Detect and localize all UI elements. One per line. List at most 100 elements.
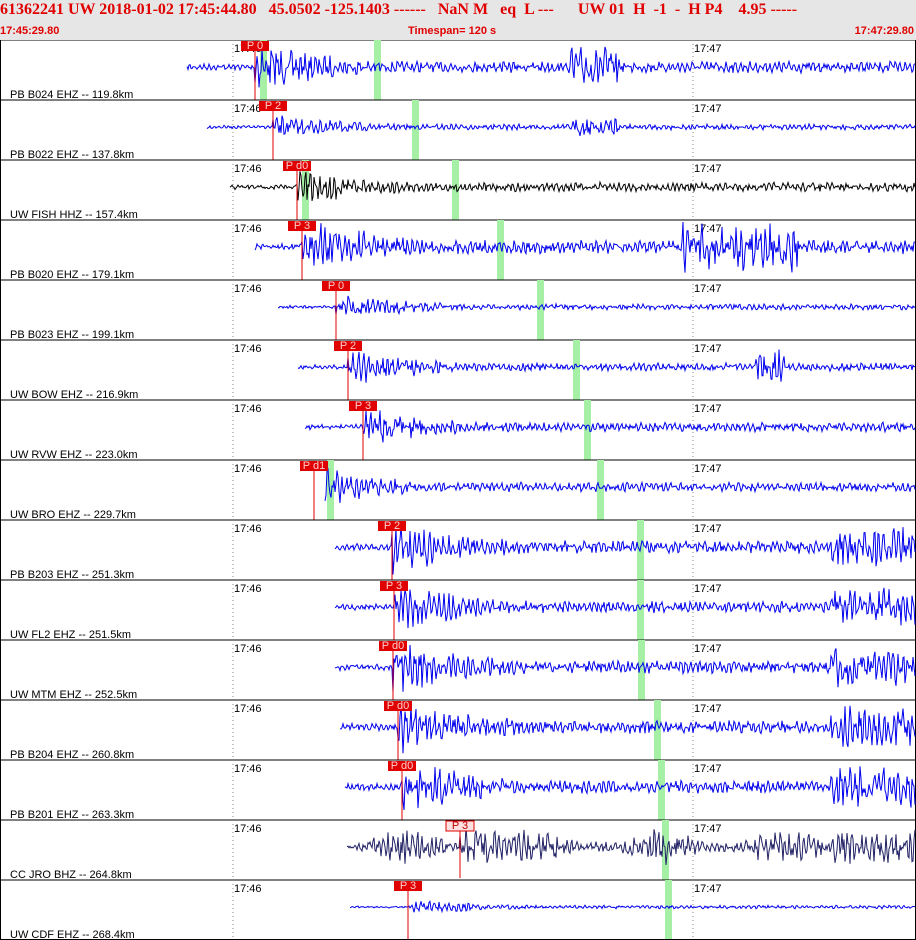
time-label: 17:46 — [234, 643, 262, 655]
time-label: 17:47 — [694, 343, 722, 355]
time-label: 17:47 — [694, 283, 722, 295]
pick-box — [384, 701, 412, 711]
station-label: UW FL2 EHZ -- 251.5km — [10, 629, 131, 641]
pick-label: P d0 — [391, 760, 413, 772]
pick-box — [380, 581, 408, 591]
pick-label: P 0 — [328, 280, 344, 292]
station-label: PB B201 EHZ -- 263.3km — [10, 809, 134, 821]
end-time: 17:47:29.80 — [854, 25, 914, 37]
phase-marker — [597, 460, 604, 520]
station-label: PB B023 EHZ -- 199.1km — [10, 329, 134, 341]
phase-marker — [412, 100, 419, 160]
pick-label: P 3 — [400, 880, 416, 892]
pick-box — [241, 41, 269, 51]
time-label: 17:47 — [694, 163, 722, 175]
phase-marker — [665, 880, 672, 940]
time-label: 17:46 — [234, 883, 262, 895]
pick-box — [283, 161, 311, 171]
trace: 17:46 17:47 P 2 PB B203 EHZ -- 251.3km — [0, 519, 916, 581]
pick-box — [379, 641, 407, 651]
time-label: 17:46 — [234, 343, 262, 355]
time-label: 17:47 — [694, 703, 722, 715]
station-label: UW CDF EHZ -- 268.4km — [10, 929, 135, 940]
station-label: UW BOW EHZ -- 216.9km — [10, 389, 138, 401]
waveform — [254, 221, 916, 273]
time-label: 17:46 — [234, 463, 262, 475]
phase-marker — [638, 640, 645, 700]
time-label: 17:46 — [234, 223, 262, 235]
header-bar: 61362241 UW 2018-01-02 17:45:44.80 45.05… — [0, 0, 916, 40]
pick-box — [300, 461, 328, 471]
waveform — [349, 900, 916, 914]
time-label: 17:47 — [694, 403, 722, 415]
timespan: Timespan= 120 s — [408, 25, 497, 37]
time-label: 17:47 — [694, 523, 722, 535]
waveform — [339, 704, 916, 754]
pick-box — [394, 881, 422, 891]
waveform — [297, 349, 916, 383]
time-label: 17:46 — [234, 103, 262, 115]
trace: 17:46 17:47 P 2 UW BOW EHZ -- 216.9km — [0, 339, 916, 401]
waveform — [304, 410, 916, 443]
phase-marker — [374, 40, 381, 100]
trace: 17:46 17:47 P 0 PB B023 EHZ -- 199.1km — [0, 279, 916, 341]
waveform — [334, 525, 916, 575]
station-label: PB B020 EHZ -- 179.1km — [10, 269, 134, 281]
waveform — [278, 295, 916, 316]
waveform — [344, 766, 916, 811]
trace: 17:46 17:47 P 3 CC JRO BHZ -- 264.8km — [0, 819, 916, 881]
pick-label: P 3 — [355, 400, 371, 412]
phase-marker — [537, 280, 544, 340]
event-title: 61362241 UW 2018-01-02 17:45:44.80 45.05… — [0, 1, 798, 18]
pick-box — [288, 221, 316, 231]
time-label: 17:47 — [694, 883, 722, 895]
station-label: PB B204 EHZ -- 260.8km — [10, 749, 134, 761]
waveform — [206, 115, 916, 137]
time-label: 17:46 — [234, 403, 262, 415]
station-label: PB B022 EHZ -- 137.8km — [10, 149, 134, 161]
pick-label: P 0 — [247, 40, 263, 52]
phase-marker — [327, 460, 334, 520]
pick-box — [349, 401, 377, 411]
pick-label: P d1 — [303, 460, 325, 472]
pick-label: P 3 — [386, 580, 402, 592]
trace: 17:46 17:47 P 3 UW CDF EHZ -- 268.4km — [0, 879, 916, 940]
time-label: 17:47 — [694, 43, 722, 55]
station-label: PB B203 EHZ -- 251.3km — [10, 569, 134, 581]
time-label: 17:46 — [234, 583, 262, 595]
trace: 17:46 17:47 P 3 UW RVW EHZ -- 223.0km — [0, 399, 916, 461]
time-label: 17:46 — [234, 763, 262, 775]
phase-marker — [658, 760, 665, 820]
pick-box — [445, 820, 475, 832]
phase-marker — [573, 340, 580, 400]
pick-label: P 2 — [340, 340, 356, 352]
pick-label: P d0 — [387, 700, 409, 712]
time-label: 17:46 — [234, 823, 262, 835]
phase-marker — [584, 400, 591, 460]
station-label: PB B024 EHZ -- 119.8km — [10, 89, 133, 101]
waveform — [229, 171, 916, 202]
station-label: CC JRO BHZ -- 264.8km — [10, 869, 132, 881]
time-label: 17:47 — [694, 643, 722, 655]
trace: 17:46 17:47 P d0 UW MTM EHZ -- 252.5km — [0, 639, 916, 701]
time-label: 17:47 — [694, 463, 722, 475]
waveform — [324, 467, 916, 503]
waveform — [346, 826, 916, 865]
trace: 17:46 17:47 P 3 UW FL2 EHZ -- 251.5km — [0, 579, 916, 641]
waveform — [334, 587, 916, 629]
pick-box — [322, 281, 350, 291]
waveform — [334, 644, 916, 693]
time-label: 17:47 — [694, 103, 722, 115]
phase-marker — [302, 160, 309, 220]
pick-box — [259, 101, 287, 111]
time-label: 17:47 — [694, 763, 722, 775]
phase-marker — [452, 160, 459, 220]
time-label: 17:47 — [694, 223, 722, 235]
phase-marker — [497, 220, 504, 280]
time-label: 17:46 — [234, 163, 262, 175]
trace: 17:46 17:47 P 2 PB B022 EHZ -- 137.8km — [0, 99, 916, 161]
pick-box — [378, 521, 406, 531]
pick-label: P 2 — [265, 100, 281, 112]
pick-label: P 3 — [452, 820, 468, 832]
